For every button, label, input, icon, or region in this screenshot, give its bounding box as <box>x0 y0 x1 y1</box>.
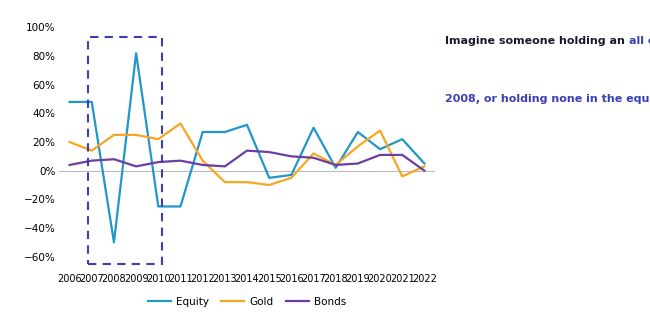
Text: all equity portfolio in: all equity portfolio in <box>629 36 650 46</box>
Text: Imagine someone holding an: Imagine someone holding an <box>445 36 629 46</box>
Text: 2008, or holding none in the equity rally that followed?: 2008, or holding none in the equity rall… <box>445 94 650 105</box>
Legend: Equity, Gold, Bonds: Equity, Gold, Bonds <box>144 293 350 311</box>
